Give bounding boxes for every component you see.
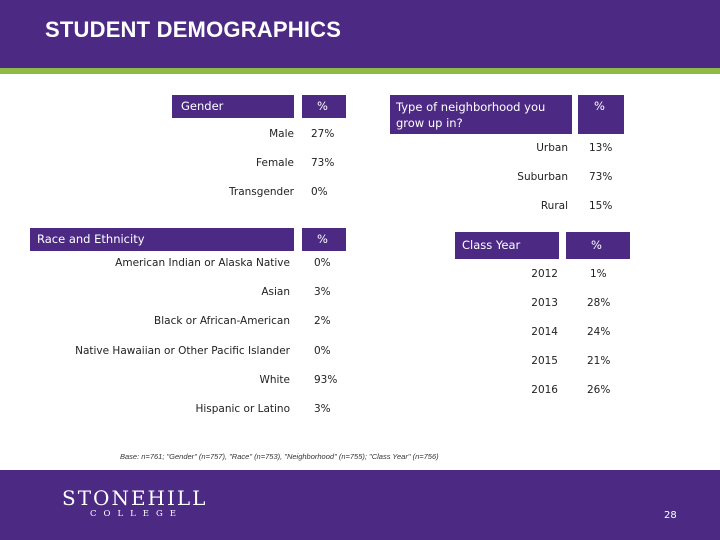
page-number: 28 [664,510,677,521]
neighborhood-row-label: Urban [536,142,568,154]
neighborhood-row-value: 15% [589,200,613,212]
race-row-label: Black or African-American [154,315,290,327]
class-year-row-value: 21% [587,355,611,367]
gender-row-value: 73% [311,157,335,169]
gender-header-label: Gender [181,99,224,113]
race-row-label: Asian [261,286,290,298]
gender-header-label-cell: Gender [172,95,294,118]
neighborhood-header-label-cell: Type of neighborhood you grow up in? [390,95,572,134]
race-header-label-cell: Race and Ethnicity [30,228,294,251]
college-logo-sub: COLLEGE [90,509,183,519]
race-header-label: Race and Ethnicity [37,232,145,246]
gender-header-pct-cell: % [302,95,346,118]
gender-row-value: 27% [311,128,335,140]
neighborhood-row-label: Suburban [517,171,568,183]
neighborhood-header-label: Type of neighborhood you grow up in? [396,100,546,130]
base-note: Base: n=761; "Gender" (n=757), "Race" (n… [120,452,439,461]
race-row-label: American Indian or Alaska Native [115,257,290,269]
race-header-pct-cell: % [302,228,346,251]
race-row-value: 3% [314,403,331,415]
race-row-value: 2% [314,315,331,327]
class-year-row-label: 2012 [531,268,558,280]
footer-bar [0,470,720,540]
race-row-value: 0% [314,345,331,357]
race-row-label: Native Hawaiian or Other Pacific Islande… [75,345,290,357]
gender-header-pct: % [317,99,328,113]
class-year-header-label: Class Year [462,238,521,252]
class-year-row-label: 2013 [531,297,558,309]
race-row-value: 0% [314,257,331,269]
race-row-label: Hispanic or Latino [195,403,290,415]
accent-bar [0,68,720,74]
class-year-row-value: 24% [587,326,611,338]
neighborhood-row-value: 13% [589,142,613,154]
gender-row-label: Transgender [229,186,294,198]
class-year-row-label: 2014 [531,326,558,338]
header-bar [0,0,720,68]
neighborhood-row-label: Rural [540,200,568,212]
gender-row-label: Female [256,157,294,169]
page-title: STUDENT DEMOGRAPHICS [45,17,342,42]
class-year-row-label: 2015 [531,355,558,367]
neighborhood-header-pct: % [594,99,605,113]
college-logo-name: STONEHILL [62,486,208,510]
gender-row-label: Male [269,128,294,140]
class-year-header-label-cell: Class Year [455,232,559,259]
class-year-header-pct-cell: % [566,232,630,259]
class-year-row-label: 2016 [531,384,558,396]
race-row-value: 93% [314,374,338,386]
race-row-value: 3% [314,286,331,298]
class-year-header-pct: % [591,238,602,252]
class-year-row-value: 26% [587,384,611,396]
neighborhood-row-value: 73% [589,171,613,183]
neighborhood-header-pct-cell: % [578,95,624,134]
race-header-pct: % [317,232,328,246]
class-year-row-value: 28% [587,297,611,309]
race-row-label: White [259,374,290,386]
gender-row-value: 0% [311,186,328,198]
class-year-row-value: 1% [590,268,607,280]
